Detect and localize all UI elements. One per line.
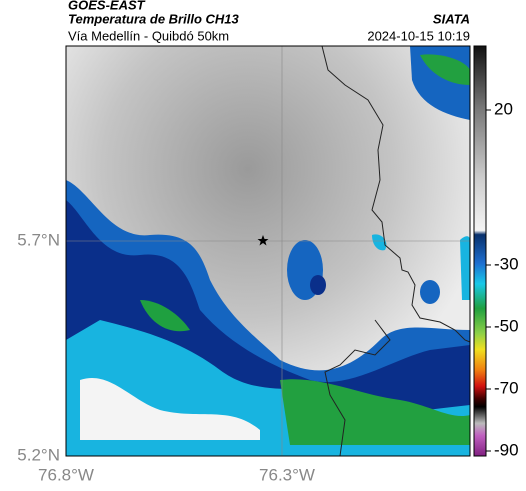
lon-label: 76.3°W	[259, 465, 315, 484]
lat-label: 5.7°N	[17, 230, 60, 249]
lon-label: 76.8°W	[38, 465, 94, 484]
datetime: 2024-10-15 10:19	[367, 28, 470, 43]
satellite-image	[66, 46, 470, 456]
lat-label: 5.2°N	[17, 445, 60, 464]
borders	[321, 45, 471, 457]
colorbar-tick-label: -30	[494, 254, 519, 273]
colorbar	[473, 45, 487, 457]
title: GOES-EAST	[68, 0, 146, 12]
colorbar-tick-label: -70	[494, 378, 519, 397]
colorbar-ticks: 20 -30 -50 -70 -90	[486, 99, 519, 459]
location-marker	[257, 235, 269, 246]
colorbar-tick-label: -90	[494, 440, 519, 459]
route: Vía Medellín - Quibdó 50km	[68, 28, 229, 43]
graticule	[66, 46, 470, 456]
map-frame	[65, 45, 471, 457]
colorbar-tick-label: 20	[494, 99, 513, 118]
colorbar-tick-label: -50	[494, 316, 519, 335]
subtitle: Temperatura de Brillo CH13	[68, 11, 240, 26]
source: SIATA	[433, 11, 470, 26]
